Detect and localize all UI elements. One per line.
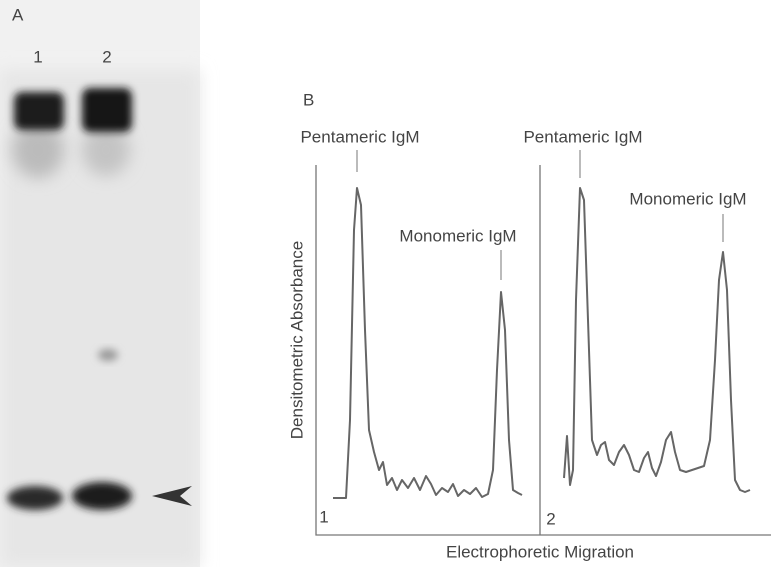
gel-band bbox=[82, 88, 132, 132]
panel-label: B bbox=[303, 90, 314, 109]
peak-label: Pentameric IgM bbox=[300, 127, 419, 146]
peak-label: Monomeric IgM bbox=[629, 189, 746, 208]
x-axis-label: Electrophoretic Migration bbox=[446, 542, 634, 561]
gel-smear bbox=[82, 124, 130, 176]
lane-label: 2 bbox=[102, 47, 111, 66]
axes-frame bbox=[315, 165, 771, 536]
gel-smear bbox=[12, 122, 64, 178]
panel-label: A bbox=[12, 5, 24, 24]
arrowhead bbox=[152, 486, 192, 506]
trace-number: 2 bbox=[546, 509, 555, 528]
trace bbox=[333, 187, 523, 499]
gel-band bbox=[7, 486, 63, 510]
y-axis-label: Densitometric Absorbance bbox=[287, 241, 306, 439]
gel-band bbox=[14, 92, 64, 130]
gel-band bbox=[72, 482, 132, 510]
peak-label: Pentameric IgM bbox=[523, 127, 642, 146]
trace-number: 1 bbox=[319, 507, 328, 526]
gel-spot bbox=[98, 349, 118, 361]
peak-label: Monomeric IgM bbox=[399, 226, 516, 245]
lane-label: 1 bbox=[33, 47, 42, 66]
trace bbox=[563, 187, 751, 493]
